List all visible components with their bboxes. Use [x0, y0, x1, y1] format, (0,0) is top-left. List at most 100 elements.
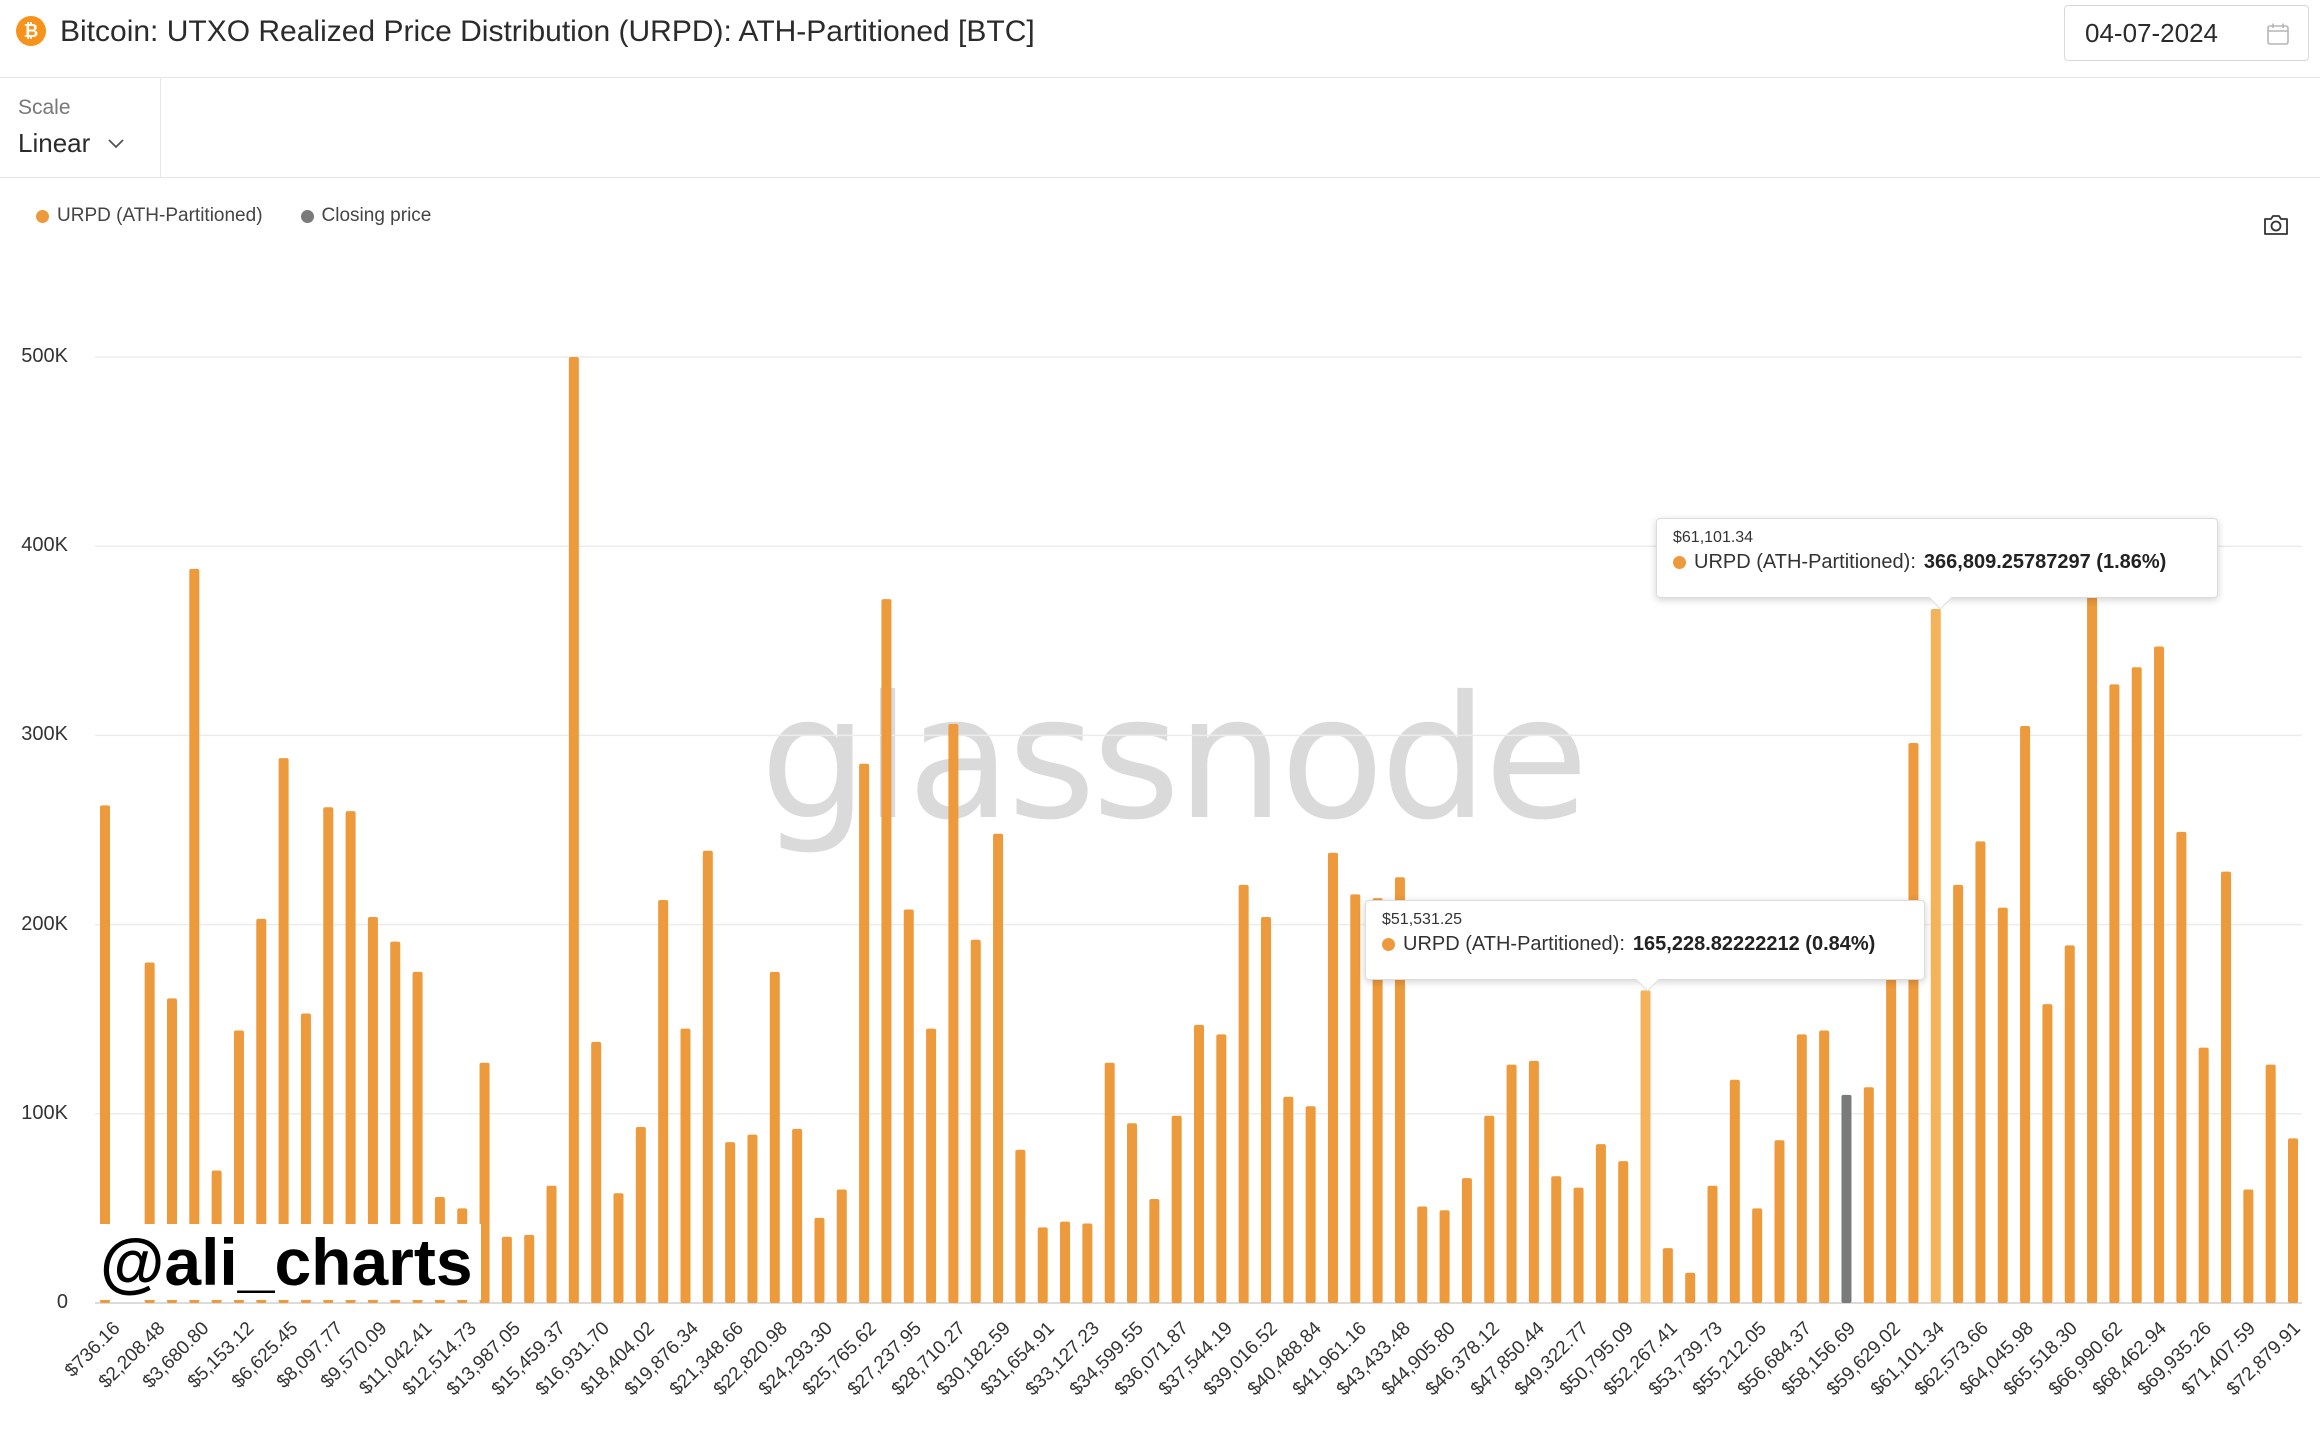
bar-urpd[interactable] — [278, 758, 289, 1303]
bar-urpd[interactable] — [2064, 945, 2075, 1303]
bar-urpd[interactable] — [2288, 1138, 2298, 1303]
bar-urpd[interactable] — [680, 1028, 691, 1303]
bar-urpd[interactable] — [1216, 1034, 1227, 1303]
bar-urpd[interactable] — [1618, 1161, 1629, 1303]
bar-urpd[interactable] — [1283, 1096, 1294, 1303]
bar-urpd[interactable] — [1060, 1221, 1071, 1303]
bar-urpd[interactable] — [1037, 1227, 1048, 1303]
bar-urpd[interactable] — [1171, 1115, 1182, 1303]
bar-urpd[interactable] — [1394, 877, 1405, 1303]
bar-urpd[interactable] — [635, 1127, 646, 1303]
bar-urpd[interactable] — [1350, 894, 1361, 1303]
bar-urpd[interactable] — [1774, 1140, 1785, 1303]
bar-urpd[interactable] — [1886, 901, 1897, 1303]
bar-urpd[interactable] — [1930, 608, 1941, 1303]
bar-urpd[interactable] — [1372, 898, 1383, 1303]
bar-urpd[interactable] — [1707, 1185, 1718, 1303]
bar-urpd[interactable] — [1417, 1206, 1428, 1303]
bar-urpd[interactable] — [1082, 1223, 1093, 1303]
bar-urpd[interactable] — [390, 941, 401, 1303]
bar-urpd[interactable] — [2176, 831, 2187, 1303]
bar-urpd[interactable] — [2087, 587, 2098, 1303]
bar-urpd[interactable] — [345, 811, 356, 1303]
bar-urpd[interactable] — [2020, 725, 2031, 1303]
bar-urpd[interactable] — [747, 1134, 758, 1303]
bar-urpd[interactable] — [836, 1189, 847, 1303]
bar-urpd[interactable] — [2243, 1189, 2254, 1303]
bar-urpd[interactable] — [546, 1185, 557, 1303]
bar-urpd[interactable] — [792, 1128, 803, 1303]
bar-urpd[interactable] — [256, 918, 267, 1303]
bar-urpd[interactable] — [903, 909, 914, 1303]
bar-urpd[interactable] — [1238, 884, 1249, 1303]
bar-urpd[interactable] — [1484, 1115, 1495, 1303]
bar-urpd[interactable] — [1729, 1079, 1740, 1303]
bar-urpd[interactable] — [658, 900, 669, 1303]
bar-urpd[interactable] — [1551, 1176, 1562, 1303]
bar-urpd[interactable] — [2221, 871, 2232, 1303]
bar-urpd[interactable] — [1461, 1178, 1472, 1303]
bar-urpd[interactable] — [1796, 1034, 1807, 1303]
bar-urpd[interactable] — [1528, 1060, 1539, 1303]
bar-urpd[interactable] — [501, 1236, 512, 1303]
bar-urpd[interactable] — [1685, 1272, 1696, 1303]
bar-urpd[interactable] — [1149, 1198, 1160, 1303]
bar-urpd[interactable] — [1640, 990, 1651, 1303]
bar-urpd[interactable] — [1997, 907, 2008, 1303]
bar-urpd[interactable] — [1819, 1030, 1830, 1303]
bar-urpd[interactable] — [1506, 1064, 1517, 1303]
date-picker[interactable]: 04-07-2024 — [2064, 5, 2309, 61]
bar-urpd[interactable] — [2198, 1047, 2209, 1303]
legend-item-closing-price[interactable]: Closing price — [300, 205, 432, 227]
bar-urpd[interactable] — [2131, 667, 2142, 1303]
scale-dropdown[interactable]: Linear — [18, 128, 124, 159]
bar-urpd[interactable] — [1573, 1187, 1584, 1303]
bar-urpd[interactable] — [2109, 684, 2120, 1303]
bar-urpd[interactable] — [479, 1062, 490, 1303]
bar-urpd[interactable] — [1662, 1248, 1673, 1303]
bar-urpd[interactable] — [2265, 1064, 2276, 1303]
camera-icon[interactable] — [2262, 213, 2290, 237]
bar-urpd[interactable] — [189, 568, 200, 1303]
scale-selector[interactable]: Scale Linear — [0, 78, 161, 178]
bar-urpd[interactable] — [412, 971, 423, 1303]
bar-urpd[interactable] — [926, 1028, 937, 1303]
bar-urpd[interactable] — [1104, 1062, 1115, 1303]
bar-urpd[interactable] — [881, 599, 892, 1303]
bar-urpd[interactable] — [702, 850, 713, 1303]
bar-urpd[interactable] — [859, 763, 870, 1303]
bar-urpd[interactable] — [948, 724, 959, 1303]
bar-urpd[interactable] — [1953, 884, 1964, 1303]
bar-urpd[interactable] — [1015, 1149, 1026, 1303]
bar-urpd[interactable] — [1595, 1144, 1606, 1303]
bar-urpd[interactable] — [2042, 1004, 2053, 1303]
bar-urpd[interactable] — [1305, 1106, 1316, 1303]
bar-urpd[interactable] — [814, 1217, 825, 1303]
tooltip-dot — [1673, 556, 1686, 569]
bar-urpd[interactable] — [1863, 1087, 1874, 1303]
bar-urpd[interactable] — [591, 1041, 602, 1303]
bar-urpd[interactable] — [323, 807, 334, 1303]
bar-urpd[interactable] — [568, 357, 579, 1303]
bar-urpd[interactable] — [1260, 917, 1271, 1303]
bar-urpd[interactable] — [1752, 1208, 1763, 1303]
bar-urpd[interactable] — [144, 962, 155, 1303]
bar-urpd[interactable] — [2154, 646, 2165, 1303]
bar-urpd[interactable] — [1908, 742, 1919, 1303]
bar-urpd[interactable] — [1194, 1024, 1204, 1303]
legend-label-closing-price: Closing price — [321, 205, 432, 226]
bar-urpd[interactable] — [1975, 841, 1986, 1303]
bar-closing-price[interactable] — [1841, 1094, 1852, 1303]
bar-urpd[interactable] — [1439, 1210, 1450, 1303]
bar-urpd[interactable] — [613, 1193, 624, 1303]
bar-urpd[interactable] — [1127, 1123, 1138, 1303]
bar-urpd[interactable] — [100, 805, 110, 1303]
bar-urpd[interactable] — [1327, 852, 1338, 1303]
bar-urpd[interactable] — [769, 971, 780, 1303]
bar-urpd[interactable] — [993, 833, 1004, 1303]
bar-urpd[interactable] — [367, 917, 378, 1303]
bar-urpd[interactable] — [725, 1142, 736, 1303]
legend-item-urpd[interactable]: URPD (ATH-Partitioned) — [36, 205, 263, 227]
bar-urpd[interactable] — [970, 939, 981, 1303]
bar-urpd[interactable] — [524, 1234, 535, 1303]
